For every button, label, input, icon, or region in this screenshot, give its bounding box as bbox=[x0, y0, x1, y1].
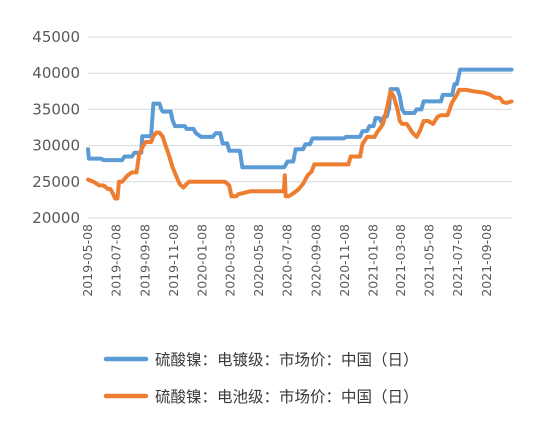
legend-label-plating: 硫酸镍：电镀级：市场价：中国（日） bbox=[155, 351, 419, 369]
y-axis-ticks: 20000 25000 30000 35000 40000 45000 bbox=[32, 28, 80, 227]
series-line-battery-grade bbox=[86, 87, 514, 201]
y-tick-label: 20000 bbox=[32, 209, 80, 227]
y-tick-label: 30000 bbox=[32, 137, 80, 155]
x-tick-label: 2019-05-08 bbox=[80, 224, 95, 297]
legend-label-battery: 硫酸镍：电池级：市场价：中国（日） bbox=[155, 388, 419, 406]
legend: 硫酸镍：电镀级：市场价：中国（日） 硫酸镍：电池级：市场价：中国（日） bbox=[103, 351, 419, 406]
series-lines bbox=[86, 67, 514, 201]
y-tick-label: 45000 bbox=[32, 28, 80, 46]
x-tick-label: 2021-05-08 bbox=[422, 224, 437, 297]
x-tick-label: 2020-05-08 bbox=[251, 224, 266, 297]
x-tick-label: 2021-01-08 bbox=[366, 224, 381, 297]
x-tick-label: 2019-09-08 bbox=[137, 224, 152, 297]
x-tick-label: 2020-11-08 bbox=[337, 224, 352, 297]
x-tick-label: 2020-09-08 bbox=[309, 224, 324, 297]
x-axis-ticks: 2019-05-08 2019-07-08 2019-09-08 2019-11-08… bbox=[80, 224, 494, 297]
x-tick-label: 2021-07-08 bbox=[450, 224, 465, 297]
x-tick-label: 2021-09-08 bbox=[479, 224, 494, 297]
x-tick-label: 2020-01-08 bbox=[195, 224, 210, 297]
x-tick-label: 2020-07-08 bbox=[280, 224, 295, 297]
y-tick-label: 25000 bbox=[32, 173, 80, 191]
x-tick-label: 2019-07-08 bbox=[109, 224, 124, 297]
x-tick-label: 2020-03-08 bbox=[223, 224, 238, 297]
series-line-plating-grade bbox=[86, 67, 514, 170]
y-tick-label: 35000 bbox=[32, 100, 80, 118]
gridlines bbox=[88, 36, 512, 219]
y-tick-label: 40000 bbox=[32, 64, 80, 82]
x-tick-label: 2021-03-08 bbox=[393, 224, 408, 297]
x-tick-label: 2019-11-08 bbox=[166, 224, 181, 297]
